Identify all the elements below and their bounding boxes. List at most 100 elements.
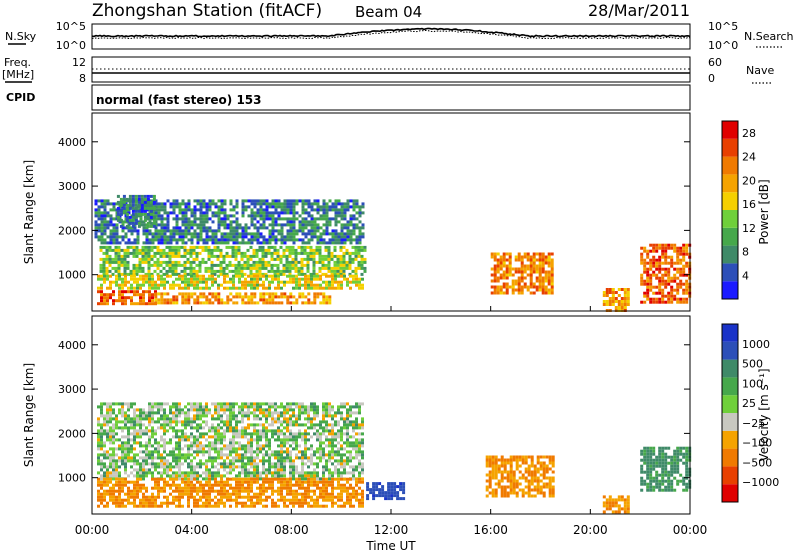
velocity-cell — [178, 501, 181, 505]
velocity-cell — [190, 441, 193, 445]
velocity-cell — [178, 456, 181, 460]
power-cell — [181, 229, 185, 233]
velocity-cell — [307, 426, 310, 430]
power-cell — [100, 241, 104, 245]
power-cell — [646, 279, 650, 283]
velocity-cell — [217, 492, 220, 496]
velocity-cell — [220, 408, 223, 412]
power-cell — [361, 202, 365, 206]
power-cell — [139, 299, 142, 303]
velocity-cell — [127, 414, 130, 418]
power-cell — [246, 260, 250, 264]
power-cell — [217, 292, 221, 296]
power-cell — [208, 292, 212, 296]
velocity-cell — [268, 411, 271, 415]
velocity-cell — [250, 501, 253, 505]
power-cell — [223, 274, 226, 278]
velocity-cell — [319, 432, 322, 436]
velocity-cell — [247, 495, 250, 499]
velocity-cell — [151, 405, 154, 409]
velocity-cell — [106, 435, 109, 439]
power-cell — [298, 295, 302, 299]
velocity-cell — [313, 402, 316, 406]
velocity-cell — [283, 417, 286, 421]
velocity-cell — [118, 465, 121, 469]
power-cell — [168, 263, 172, 267]
velocity-cell — [226, 405, 229, 409]
velocity-cell — [289, 468, 292, 472]
power-cell — [502, 282, 506, 286]
velocity-cell — [112, 435, 115, 439]
velocity-cell — [352, 411, 355, 415]
velocity-cell — [115, 468, 118, 472]
velocity-cell — [97, 447, 100, 451]
velocity-cell — [154, 465, 157, 469]
velocity-cell — [211, 474, 214, 478]
power-cell — [100, 302, 103, 306]
velocity-cell — [250, 456, 253, 460]
velocity-cell — [310, 444, 313, 448]
velocity-cell — [217, 501, 220, 505]
velocity-cell — [148, 498, 151, 502]
velocity-cell — [109, 471, 112, 475]
velocity-cell — [100, 408, 103, 412]
power-cell — [532, 267, 536, 271]
velocity-cell — [253, 462, 256, 466]
velocity-cell — [298, 423, 301, 427]
power-cell — [208, 229, 212, 233]
velocity-cell — [238, 435, 241, 439]
velocity-cell — [286, 450, 289, 454]
velocity-cell — [103, 423, 106, 427]
velocity-cell — [187, 420, 190, 424]
velocity-cell — [253, 438, 256, 442]
power-cell — [157, 205, 161, 209]
velocity-cell — [106, 453, 109, 457]
power-cell — [318, 269, 322, 273]
velocity-cell — [241, 408, 244, 412]
power-cell — [130, 232, 134, 236]
power-cell — [679, 279, 683, 283]
power-cell — [301, 217, 305, 221]
power-cell — [130, 283, 133, 287]
power-cell — [144, 245, 148, 249]
power-cell — [608, 297, 612, 300]
velocity-cell — [163, 408, 166, 412]
velocity-cell — [256, 471, 259, 475]
velocity-cell — [310, 417, 313, 421]
velocity-cell — [217, 417, 220, 421]
power-cell — [99, 257, 103, 261]
velocity-cell — [253, 465, 256, 469]
velocity-cell — [142, 462, 145, 466]
velocity-cell — [190, 459, 193, 463]
velocity-cell — [256, 453, 259, 457]
power-cell — [340, 214, 344, 218]
velocity-cell — [124, 498, 127, 502]
velocity-cell — [97, 429, 100, 433]
velocity-cell — [157, 492, 160, 496]
power-cell — [330, 251, 334, 255]
power-cell — [664, 267, 668, 271]
power-cell — [111, 248, 115, 252]
power-cell — [529, 264, 533, 268]
power-cell — [658, 300, 662, 304]
velocity-cell — [244, 411, 247, 415]
power-cell — [325, 208, 329, 212]
power-cell — [349, 217, 353, 221]
power-cell — [205, 208, 209, 212]
power-cell — [342, 254, 346, 258]
colorbar-swatch — [722, 156, 738, 175]
velocity-cell — [301, 471, 304, 475]
power-cell — [231, 254, 235, 258]
velocity-cell — [301, 408, 304, 412]
power-cell — [148, 302, 151, 306]
power-cell — [135, 269, 139, 273]
velocity-cell — [103, 498, 106, 502]
velocity-cell — [289, 474, 292, 478]
power-cell — [291, 260, 295, 264]
power-cell — [532, 264, 536, 268]
power-cell — [205, 286, 208, 290]
velocity-cell — [97, 471, 100, 475]
velocity-cell — [298, 450, 301, 454]
power-cell — [271, 298, 275, 302]
power-cell — [140, 200, 144, 204]
